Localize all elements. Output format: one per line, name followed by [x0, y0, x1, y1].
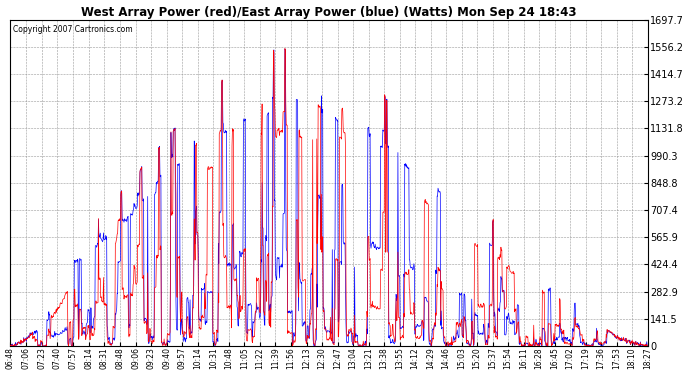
Text: Copyright 2007 Cartronics.com: Copyright 2007 Cartronics.com — [13, 25, 133, 34]
Title: West Array Power (red)/East Array Power (blue) (Watts) Mon Sep 24 18:43: West Array Power (red)/East Array Power … — [81, 6, 577, 18]
